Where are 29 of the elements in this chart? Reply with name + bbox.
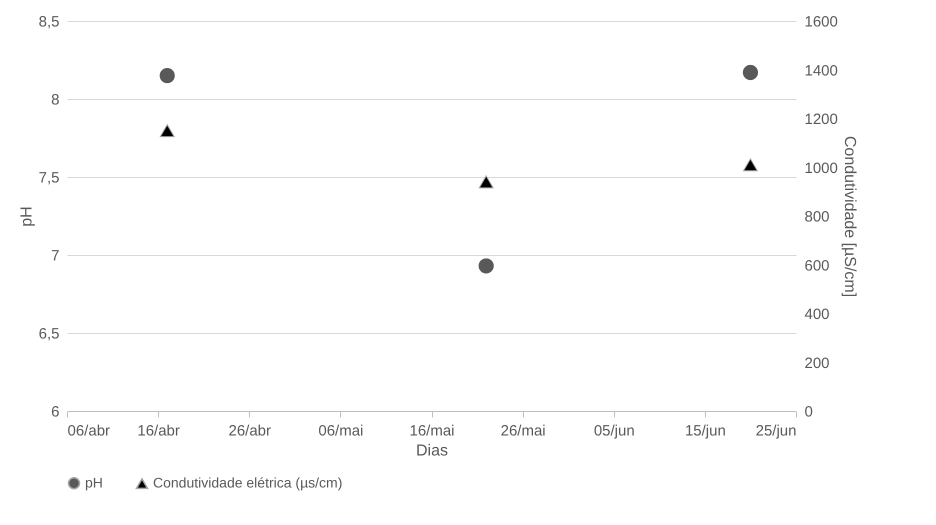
y2-tick-label: 1600 xyxy=(804,14,838,30)
y2-axis-title: Condutividade [µS/cm] xyxy=(840,136,858,298)
y2-tick-label: 400 xyxy=(804,306,830,323)
legend-label: pH xyxy=(85,474,103,490)
y2-tick-label: 600 xyxy=(804,257,830,274)
y-tick-label: 7,5 xyxy=(38,170,60,186)
x-tick-label: 16/abr xyxy=(137,422,180,440)
y-axis-title: pH xyxy=(18,206,36,227)
y2-tick-label: 200 xyxy=(804,354,830,372)
x-tick-label: 06/mai xyxy=(318,422,364,440)
y-tick-label: 6 xyxy=(51,404,60,420)
x-axis-title: Dias xyxy=(416,442,448,460)
y2-tick-label: 1200 xyxy=(804,111,838,128)
x-tick-label: 06/abr xyxy=(68,422,110,440)
y-tick-label: 8,5 xyxy=(38,14,60,30)
x-tick-label: 26/mai xyxy=(500,422,546,440)
y-tick-label: 7 xyxy=(51,248,60,264)
x-tick-label: 16/mai xyxy=(409,422,455,440)
y-tick-label: 8 xyxy=(51,92,60,108)
y2-tick-label: 1400 xyxy=(804,62,838,80)
x-tick-label: 25/jun xyxy=(756,422,796,440)
y2-tick-label: 1000 xyxy=(804,160,838,177)
x-tick-label: 05/jun xyxy=(594,422,635,440)
y2-tick-label: 0 xyxy=(804,404,813,420)
legend-label: Condutividade elétrica (µs/cm) xyxy=(153,474,342,491)
x-tick-label: 26/abr xyxy=(228,422,272,440)
y-tick-label: 6,5 xyxy=(38,326,60,342)
x-tick-label: 15/jun xyxy=(684,422,726,440)
y2-tick-label: 800 xyxy=(804,208,830,226)
